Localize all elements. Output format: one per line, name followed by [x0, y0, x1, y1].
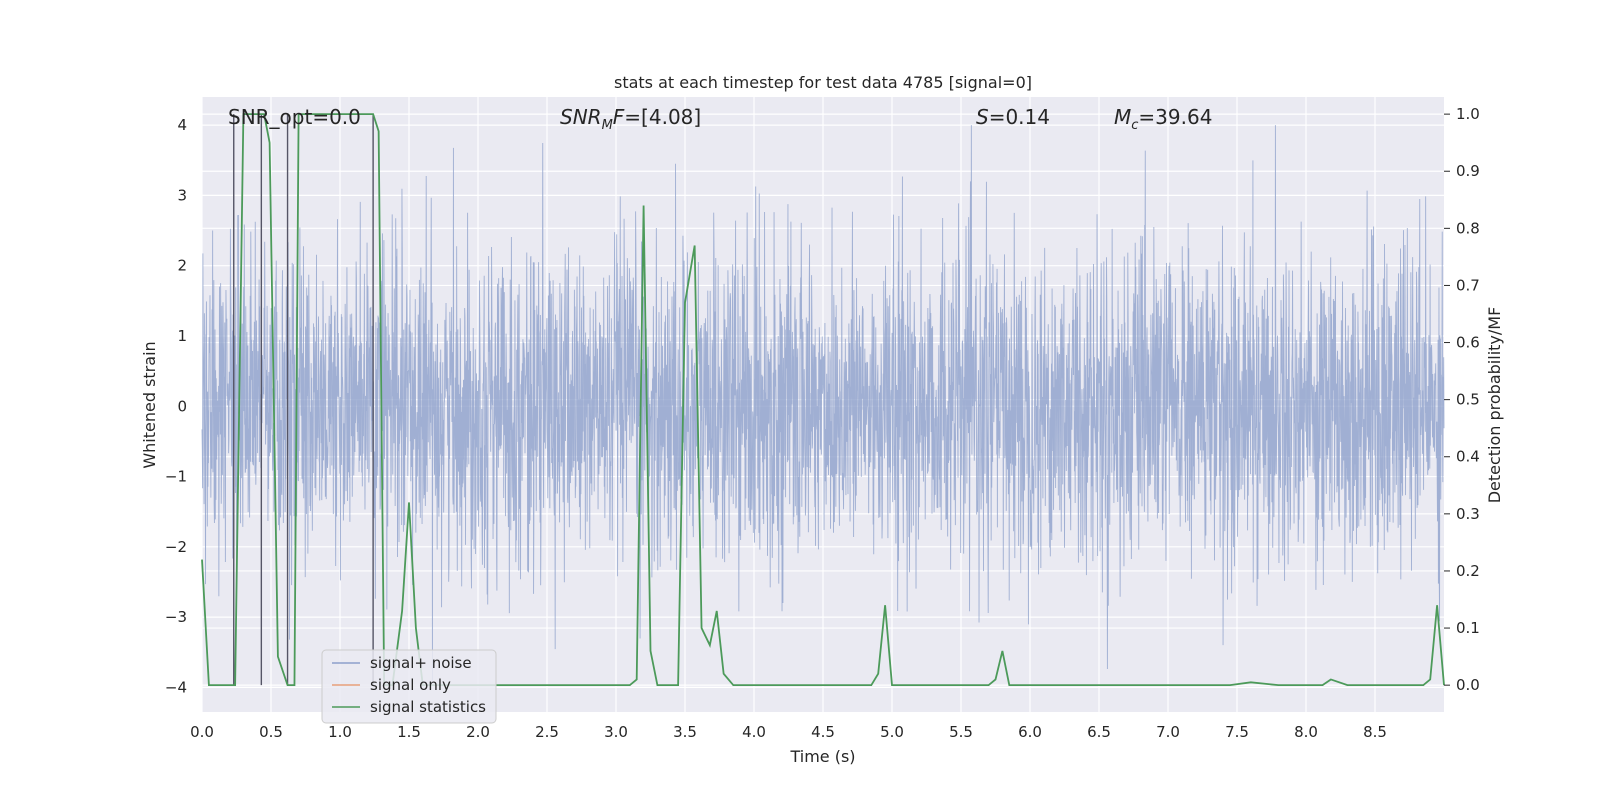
y-right-tick-label: 1.0 [1456, 105, 1480, 123]
x-tick-label: 7.0 [1156, 723, 1180, 741]
x-tick-label: 5.0 [880, 723, 904, 741]
y-right-tick-label: 0.3 [1456, 505, 1480, 523]
chart-title: stats at each timestep for test data 478… [614, 73, 1032, 92]
x-tick-label: 8.0 [1294, 723, 1318, 741]
y-right-tick-label: 0.9 [1456, 162, 1480, 180]
legend-label-signal-noise: signal+ noise [370, 654, 472, 672]
y-left-axis-ticks: 4 3 2 1 0 −1 −2 −3 −4 [165, 116, 187, 696]
y-right-tick-label: 0.2 [1456, 562, 1480, 580]
y-left-axis-label: Whitened strain [140, 341, 159, 468]
y-left-tick-label: 3 [177, 186, 187, 204]
y-left-tick-label: −2 [165, 538, 187, 556]
legend: signal+ noise signal only signal statist… [321, 649, 497, 724]
y-left-tick-label: 4 [177, 116, 187, 134]
x-tick-label: 5.5 [949, 723, 973, 741]
y-left-tick-label: −3 [165, 608, 187, 626]
snr-mf-annotation: SNRMF=[4.08] [560, 105, 701, 133]
signal-noise-line [201, 125, 1445, 681]
y-left-tick-label: −4 [165, 678, 187, 696]
x-tick-label: 7.5 [1225, 723, 1249, 741]
vertical-markers [233, 114, 374, 686]
x-axis-ticks: 0.0 0.5 1.0 1.5 2.0 2.5 3.0 3.5 4.0 4.5 5.0 5.5 6.0 6… [190, 723, 1387, 741]
x-tick-label: 2.0 [466, 723, 490, 741]
y-left-tick-label: 2 [177, 257, 187, 275]
x-tick-label: 0.0 [190, 723, 214, 741]
legend-label-signal-only: signal only [370, 676, 451, 694]
y-left-tick-label: −1 [165, 468, 187, 486]
grid [201, 97, 1444, 712]
x-tick-label: 3.5 [673, 723, 697, 741]
y-right-axis-ticks: 1.0 0.9 0.8 0.7 0.6 0.5 0.4 0.3 0.2 0.1 0.0 [1444, 105, 1480, 694]
y-right-tick-label: 0.0 [1456, 676, 1480, 694]
x-axis-label: Time (s) [789, 747, 855, 766]
mc-annotation: Mc=39.64 [1114, 105, 1212, 133]
y-right-axis-label: Detection probability/MF [1485, 307, 1504, 504]
x-tick-label: 4.0 [742, 723, 766, 741]
y-right-tick-label: 0.8 [1456, 219, 1480, 237]
y-left-tick-label: 1 [177, 327, 187, 345]
x-tick-label: 4.5 [811, 723, 835, 741]
y-right-tick-label: 0.5 [1456, 391, 1480, 409]
signal-statistics-series [201, 113, 1445, 687]
x-tick-label: 1.0 [328, 723, 352, 741]
legend-box [321, 649, 497, 724]
y-right-tick-label: 0.6 [1456, 334, 1480, 352]
x-tick-label: 6.5 [1087, 723, 1111, 741]
s-annotation: S=0.14 [976, 105, 1050, 129]
y-right-tick-label: 0.7 [1456, 276, 1480, 294]
signal-statistics-line [201, 113, 1445, 687]
x-tick-label: 3.0 [604, 723, 628, 741]
y-right-tick-label: 0.4 [1456, 448, 1480, 466]
legend-label-signal-statistics: signal statistics [370, 698, 486, 716]
y-right-tick-label: 0.1 [1456, 619, 1480, 637]
x-tick-label: 1.5 [397, 723, 421, 741]
snr-opt-annotation: SNR_opt=0.0 [228, 105, 361, 129]
signal-noise-series [201, 125, 1445, 681]
y-left-tick-label: 0 [177, 397, 187, 415]
x-tick-label: 0.5 [259, 723, 283, 741]
x-tick-label: 8.5 [1363, 723, 1387, 741]
x-tick-label: 2.5 [535, 723, 559, 741]
x-tick-label: 6.0 [1018, 723, 1042, 741]
